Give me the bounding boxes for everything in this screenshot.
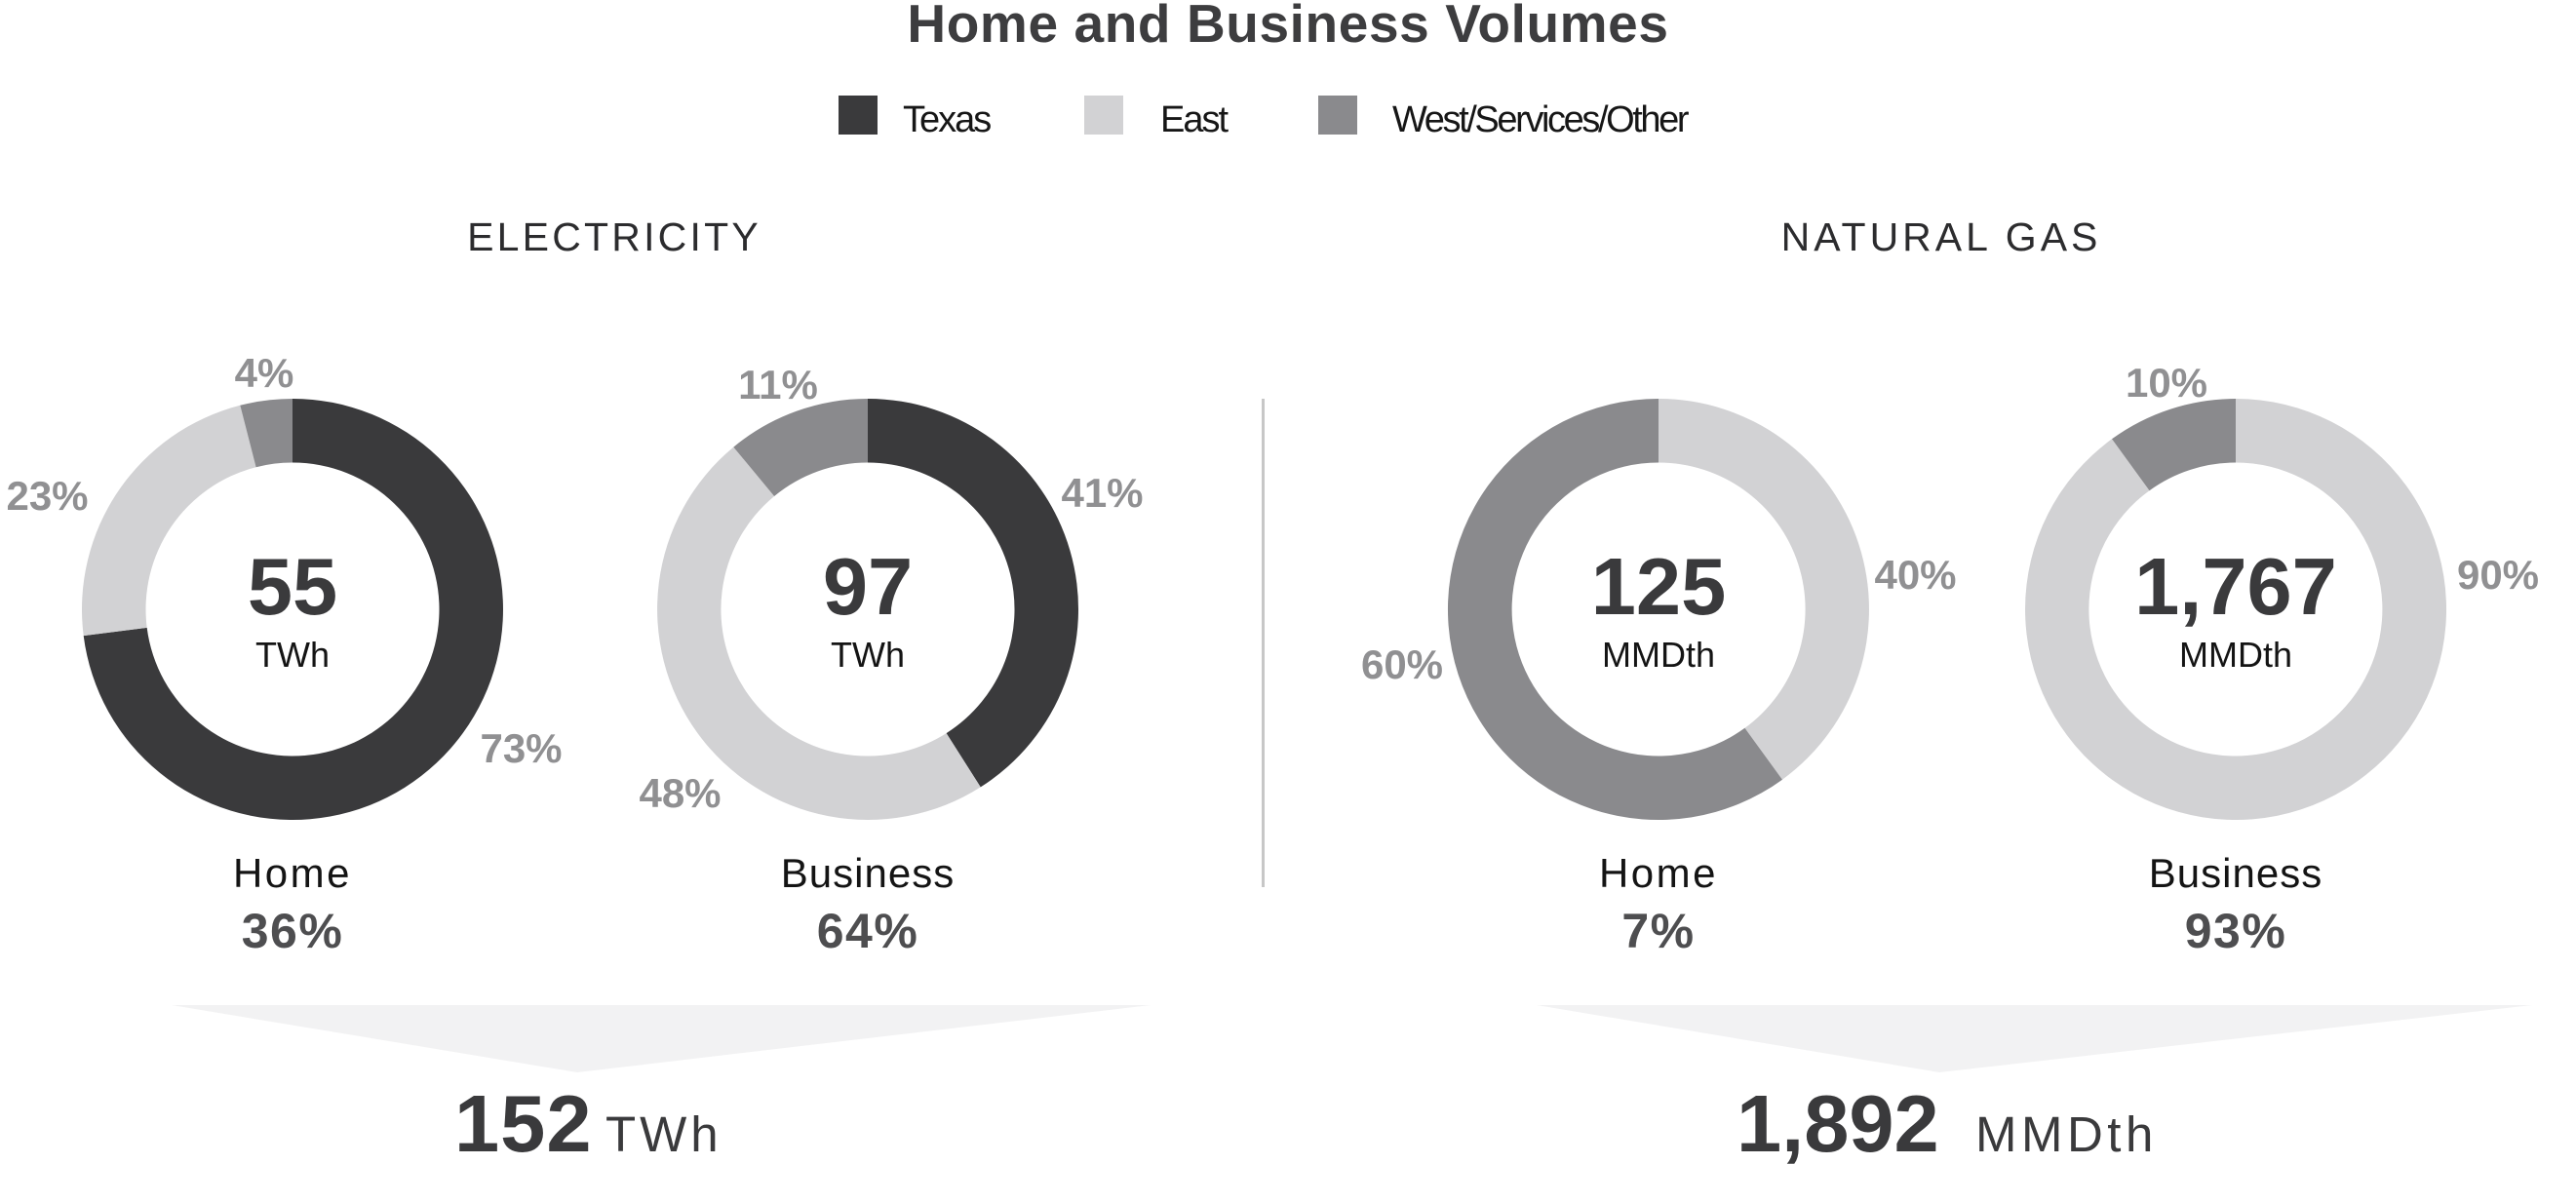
svg-text:11%: 11% (738, 362, 818, 407)
svg-text:73%: 73% (480, 725, 562, 771)
svg-text:48%: 48% (639, 770, 721, 816)
svg-text:TWh: TWh (255, 635, 330, 675)
svg-text:1,767: 1,767 (2134, 541, 2337, 632)
svg-text:Home and Business Volumes: Home and Business Volumes (907, 0, 1668, 54)
svg-text:97: 97 (823, 541, 913, 632)
svg-text:TWh: TWh (831, 635, 905, 675)
svg-text:36%: 36% (242, 904, 344, 958)
svg-text:55: 55 (248, 541, 337, 632)
svg-text:125: 125 (1591, 541, 1726, 632)
svg-text:Business: Business (781, 850, 955, 896)
svg-text:23%: 23% (6, 473, 88, 519)
svg-text:1,892: 1,892 (1737, 1078, 1939, 1169)
svg-text:Texas: Texas (903, 99, 991, 140)
svg-text:4%: 4% (235, 350, 294, 396)
svg-text:Home: Home (1599, 850, 1718, 896)
svg-text:MMDth: MMDth (1602, 635, 1715, 675)
svg-text:NATURAL GAS: NATURAL GAS (1781, 214, 2102, 259)
svg-text:7%: 7% (1621, 904, 1695, 958)
svg-text:Home: Home (233, 850, 352, 896)
svg-text:Business: Business (2149, 850, 2322, 896)
svg-text:41%: 41% (1061, 470, 1143, 516)
svg-text:64%: 64% (817, 904, 919, 958)
svg-text:West/Services/Other: West/Services/Other (1392, 99, 1690, 140)
svg-text:60%: 60% (1361, 641, 1443, 687)
svg-text:MMDth: MMDth (1975, 1106, 2158, 1162)
svg-text:TWh: TWh (605, 1106, 722, 1162)
svg-text:10%: 10% (2126, 360, 2207, 406)
svg-text:MMDth: MMDth (2179, 635, 2292, 675)
svg-text:40%: 40% (1874, 552, 1956, 598)
svg-text:ELECTRICITY: ELECTRICITY (467, 214, 761, 259)
svg-text:93%: 93% (2185, 904, 2287, 958)
svg-text:East: East (1160, 99, 1229, 140)
svg-text:152: 152 (454, 1078, 592, 1169)
svg-text:90%: 90% (2457, 552, 2539, 598)
